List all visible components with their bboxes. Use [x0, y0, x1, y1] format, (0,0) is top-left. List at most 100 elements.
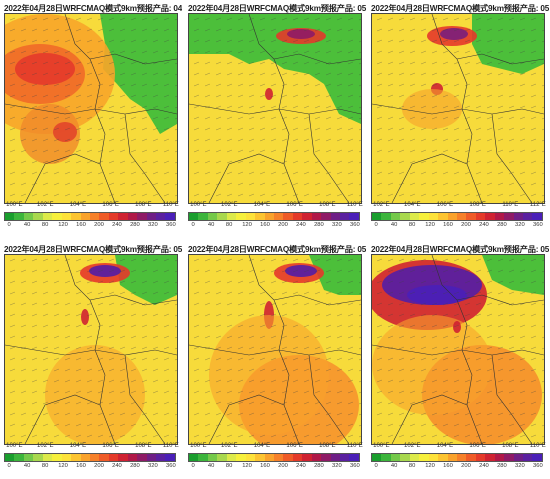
panel-title: 2022年04月28日WRFCMAQ模式9km预报产品: 05月02日 aqi: [371, 4, 549, 13]
colorbar-label: 0: [374, 463, 378, 469]
colorbar-labels: 0 40 80 120 160 200 240 280 320 360: [371, 222, 543, 232]
colorbar-labels: 0 40 80 120 160 200 240 280 320 360: [371, 463, 543, 473]
clean-air-region: [100, 14, 177, 134]
longitude-tick: 110°E: [162, 202, 179, 208]
clean-air-region: [482, 255, 544, 295]
colorbar-label: 360: [349, 463, 360, 469]
colorbar-labels: 0 40 80 120 160 200 240 280 320 360: [4, 463, 176, 473]
colorbar-label: 160: [443, 463, 453, 469]
aqi-colorbar: [4, 453, 176, 462]
colorbar-label: 320: [515, 463, 525, 469]
colorbar-label: 240: [479, 222, 489, 228]
pollution-plume: [372, 315, 492, 415]
longitude-axis: 102°E 104°E 106°E 108°E 110°E 112°E: [371, 202, 546, 212]
province-boundaries: [189, 255, 361, 444]
longitude-tick: 104°E: [436, 443, 454, 449]
colorbar-label: 80: [408, 463, 416, 469]
colorbar-label: 80: [41, 463, 49, 469]
longitude-tick: 106°E: [469, 443, 486, 449]
panel-title: 2022年04月28日WRFCMAQ模式9km预报产品: 05月05日: [371, 245, 549, 254]
colorbar-label: 320: [148, 222, 158, 228]
longitude-tick: 106°E: [286, 443, 303, 449]
colorbar-label: 160: [260, 222, 270, 228]
longitude-axis: 100°E 102°E 104°E 106°E 108°E 110°E: [188, 202, 363, 212]
colorbar-label: 80: [41, 222, 49, 228]
colorbar-label: 280: [130, 463, 140, 469]
longitude-tick: 104°E: [253, 443, 271, 449]
aqi-colorbar: [371, 453, 543, 462]
longitude-tick: 100°E: [6, 202, 23, 208]
colorbar-label: 240: [112, 463, 122, 469]
forecast-panel-2: 2022年04月28日WRFCMAQ模式9km预报产品: 05月01日 100°…: [184, 0, 366, 237]
aqi-map: [188, 13, 362, 204]
wind-vectors: [9, 17, 177, 197]
pollution-plume: [53, 122, 77, 142]
colorbar-label: 240: [479, 463, 489, 469]
longitude-tick: 106°E: [102, 202, 119, 208]
longitude-axis: 100°E 102°E 104°E 106°E 108°E 110°E: [371, 443, 546, 453]
colorbar-label: 160: [443, 222, 453, 228]
longitude-tick: 102°E: [221, 202, 238, 208]
colorbar-label: 160: [76, 463, 86, 469]
longitude-tick: 100°E: [6, 443, 23, 449]
wind-vectors: [376, 17, 544, 197]
pollution-plume: [265, 88, 273, 100]
pollution-plume: [287, 29, 315, 39]
colorbar-label: 0: [7, 222, 11, 228]
province-boundaries: [372, 255, 544, 444]
colorbar-label: 240: [296, 463, 306, 469]
aqi-map: [4, 254, 178, 445]
longitude-tick: 110°E: [502, 202, 519, 208]
longitude-tick: 112°E: [529, 202, 546, 208]
colorbar-label: 120: [58, 463, 68, 469]
longitude-tick: 100°E: [373, 443, 390, 449]
colorbar-label: 240: [112, 222, 122, 228]
colorbar-label: 360: [165, 463, 176, 469]
longitude-tick: 102°E: [37, 202, 54, 208]
aqi-colorbar: [4, 212, 176, 221]
colorbar-label: 320: [148, 463, 158, 469]
province-boundaries: [372, 14, 544, 203]
longitude-tick: 106°E: [102, 443, 119, 449]
colorbar-label: 360: [349, 222, 360, 228]
colorbar-label: 360: [532, 463, 543, 469]
longitude-tick: 108°E: [135, 202, 152, 208]
colorbar-label: 40: [23, 222, 31, 228]
colorbar-label: 280: [497, 463, 507, 469]
longitude-tick: 104°E: [253, 202, 271, 208]
colorbar-label: 40: [390, 463, 398, 469]
aqi-map: [371, 13, 545, 204]
colorbar-label: 360: [532, 222, 543, 228]
aqi-colorbar: [188, 212, 360, 221]
clean-air-region: [309, 255, 361, 295]
colorbar-label: 200: [461, 222, 471, 228]
colorbar-label: 40: [23, 463, 31, 469]
colorbar-label: 0: [191, 463, 195, 469]
longitude-tick: 100°E: [190, 443, 207, 449]
longitude-tick: 110°E: [162, 443, 179, 449]
colorbar-label: 160: [260, 463, 270, 469]
forecast-panel-1: 2022年04月28日WRFCMAQ模式9km预报产品: 04月30日 100°…: [0, 0, 182, 237]
colorbar-label: 200: [278, 222, 288, 228]
province-boundaries: [189, 14, 361, 203]
aqi-map: [4, 13, 178, 204]
longitude-tick: 110°E: [529, 443, 546, 449]
colorbar-label: 200: [94, 222, 104, 228]
colorbar-label: 40: [207, 463, 215, 469]
colorbar-label: 120: [425, 463, 435, 469]
colorbar-label: 40: [207, 222, 215, 228]
wind-vectors: [193, 258, 361, 438]
pollution-plume: [285, 265, 317, 277]
longitude-axis: 100°E 102°E 104°E 106°E 108°E 110°E: [4, 443, 179, 453]
colorbar-label: 160: [76, 222, 86, 228]
colorbar-label: 280: [314, 222, 324, 228]
wind-vectors: [9, 258, 177, 438]
colorbar-labels: 0 40 80 120 160 200 240 280 320 360: [4, 222, 176, 232]
longitude-tick: 110°E: [346, 202, 363, 208]
colorbar-label: 280: [497, 222, 507, 228]
colorbar-label: 80: [408, 222, 416, 228]
colorbar-label: 120: [58, 222, 68, 228]
wind-vectors: [193, 17, 361, 197]
longitude-tick: 104°E: [69, 202, 87, 208]
aqi-map: [188, 254, 362, 445]
